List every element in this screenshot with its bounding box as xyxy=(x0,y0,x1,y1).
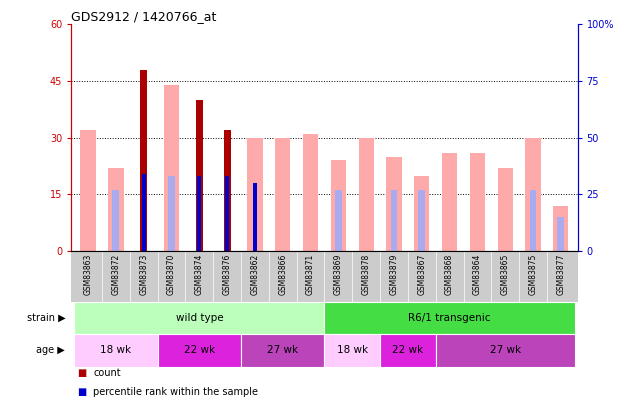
Text: 22 wk: 22 wk xyxy=(184,345,215,355)
Text: 27 wk: 27 wk xyxy=(490,345,521,355)
Bar xyxy=(380,334,436,367)
Bar xyxy=(241,334,325,367)
Text: GSM83862: GSM83862 xyxy=(250,254,260,295)
Bar xyxy=(530,190,537,251)
Text: 18 wk: 18 wk xyxy=(337,345,368,355)
Text: ■: ■ xyxy=(78,387,87,397)
Text: 22 wk: 22 wk xyxy=(392,345,424,355)
Bar xyxy=(253,183,257,251)
Bar xyxy=(325,302,575,334)
Bar xyxy=(303,134,318,251)
Bar xyxy=(335,190,342,251)
Text: GSM83866: GSM83866 xyxy=(278,254,288,295)
Text: GSM83875: GSM83875 xyxy=(528,254,538,295)
Bar xyxy=(197,176,201,251)
Bar xyxy=(386,157,402,251)
Text: GSM83876: GSM83876 xyxy=(223,254,232,295)
Text: GSM83871: GSM83871 xyxy=(306,254,315,295)
Bar xyxy=(196,100,203,251)
Bar xyxy=(331,160,346,251)
Bar xyxy=(74,302,325,334)
Bar xyxy=(164,85,179,251)
Bar xyxy=(196,176,203,251)
Bar xyxy=(140,70,147,251)
Bar xyxy=(469,153,485,251)
Bar xyxy=(442,153,457,251)
Bar xyxy=(414,175,430,251)
Bar xyxy=(112,190,119,251)
Text: GSM83877: GSM83877 xyxy=(556,254,565,295)
Bar xyxy=(140,172,147,251)
Text: GSM83872: GSM83872 xyxy=(111,254,120,295)
Text: GSM83870: GSM83870 xyxy=(167,254,176,295)
Text: GSM83863: GSM83863 xyxy=(84,254,93,295)
Text: GSM83874: GSM83874 xyxy=(195,254,204,295)
Bar xyxy=(168,176,175,251)
Bar xyxy=(391,190,397,251)
Text: age ▶: age ▶ xyxy=(37,345,65,355)
Text: 27 wk: 27 wk xyxy=(267,345,298,355)
Bar xyxy=(558,217,564,251)
Bar xyxy=(275,138,291,251)
Text: GSM83873: GSM83873 xyxy=(139,254,148,295)
Bar xyxy=(247,138,263,251)
Text: GSM83868: GSM83868 xyxy=(445,254,454,295)
Bar xyxy=(81,130,96,251)
Text: count: count xyxy=(93,368,120,377)
Bar xyxy=(225,176,229,251)
Bar xyxy=(108,168,124,251)
Bar xyxy=(553,206,568,251)
Text: GSM83865: GSM83865 xyxy=(501,254,510,295)
Text: GSM83864: GSM83864 xyxy=(473,254,482,295)
Bar xyxy=(224,130,230,251)
Text: GSM83879: GSM83879 xyxy=(389,254,399,295)
Text: ■: ■ xyxy=(78,368,87,377)
Text: wild type: wild type xyxy=(176,313,223,323)
Bar xyxy=(525,138,541,251)
Bar xyxy=(74,334,158,367)
Bar xyxy=(436,334,575,367)
Bar xyxy=(142,174,146,251)
Bar xyxy=(497,168,513,251)
Bar xyxy=(325,334,380,367)
Text: strain ▶: strain ▶ xyxy=(27,313,65,323)
Text: GSM83878: GSM83878 xyxy=(361,254,371,295)
Text: GSM83869: GSM83869 xyxy=(334,254,343,295)
Bar xyxy=(358,138,374,251)
Text: R6/1 transgenic: R6/1 transgenic xyxy=(409,313,491,323)
Text: percentile rank within the sample: percentile rank within the sample xyxy=(93,387,258,397)
Text: GDS2912 / 1420766_at: GDS2912 / 1420766_at xyxy=(71,10,217,23)
Bar xyxy=(419,190,425,251)
Text: GSM83867: GSM83867 xyxy=(417,254,426,295)
Text: 18 wk: 18 wk xyxy=(101,345,132,355)
Bar xyxy=(158,334,241,367)
